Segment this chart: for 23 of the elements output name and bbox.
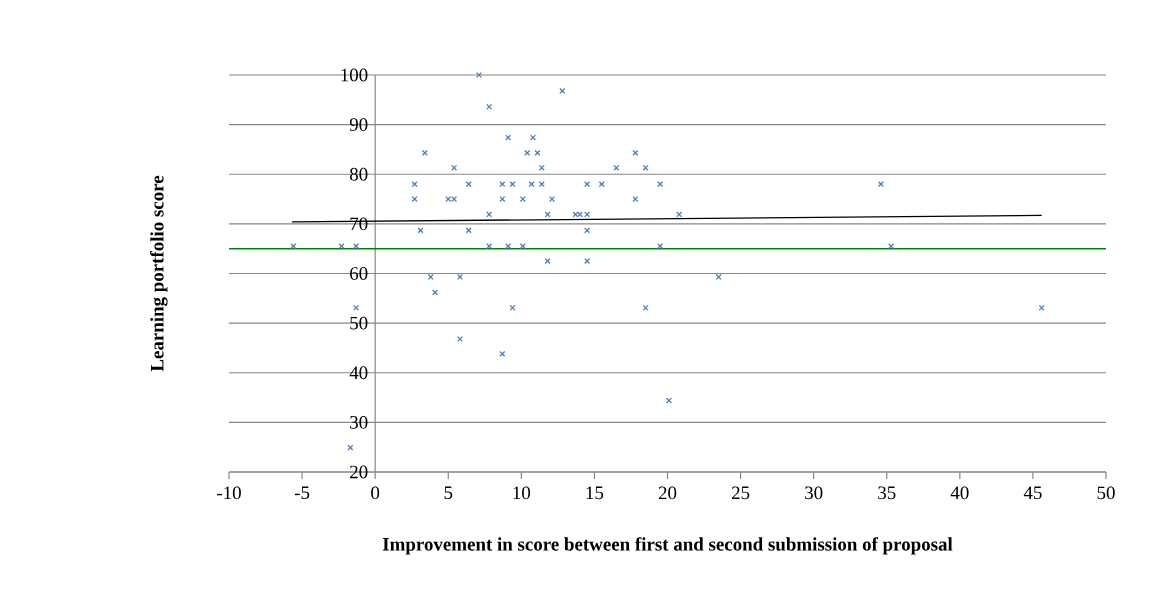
x-tick-label: 0 xyxy=(371,486,380,500)
x-tick-label: -5 xyxy=(294,486,310,500)
x-tick-label: 20 xyxy=(658,486,677,500)
x-tick-label: -10 xyxy=(217,486,241,500)
x-axis-title: Improvement in score between first and second submission of proposal xyxy=(382,537,953,555)
x-tick-label: 30 xyxy=(805,486,823,500)
y-axis-title: Learning portfolio score xyxy=(150,175,168,372)
x-tick-label: 35 xyxy=(878,486,896,500)
y-tick-label: 80 xyxy=(349,167,368,181)
x-tick-label: 50 xyxy=(1097,486,1115,500)
y-tick-label: 40 xyxy=(349,366,368,380)
y-tick-label: 20 xyxy=(350,465,368,479)
x-tick-label: 45 xyxy=(1023,486,1042,500)
x-tick-label: 40 xyxy=(950,486,969,500)
y-tick-label: 30 xyxy=(350,416,368,429)
x-tick-label: 25 xyxy=(731,486,750,500)
y-tick-label: 90 xyxy=(349,118,368,132)
x-tick-label: 5 xyxy=(444,486,453,500)
x-tick-label: 15 xyxy=(586,486,604,500)
y-tick-label: 60 xyxy=(350,267,368,280)
y-tick-label: 100 xyxy=(341,68,368,82)
y-tick-label: 50 xyxy=(350,316,368,330)
x-tick-label: 10 xyxy=(513,486,531,500)
